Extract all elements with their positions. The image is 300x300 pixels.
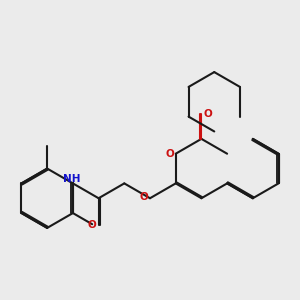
Text: O: O [139,192,148,202]
Text: O: O [166,149,175,159]
Text: O: O [204,109,212,118]
Text: NH: NH [63,174,80,184]
Text: O: O [88,220,96,230]
